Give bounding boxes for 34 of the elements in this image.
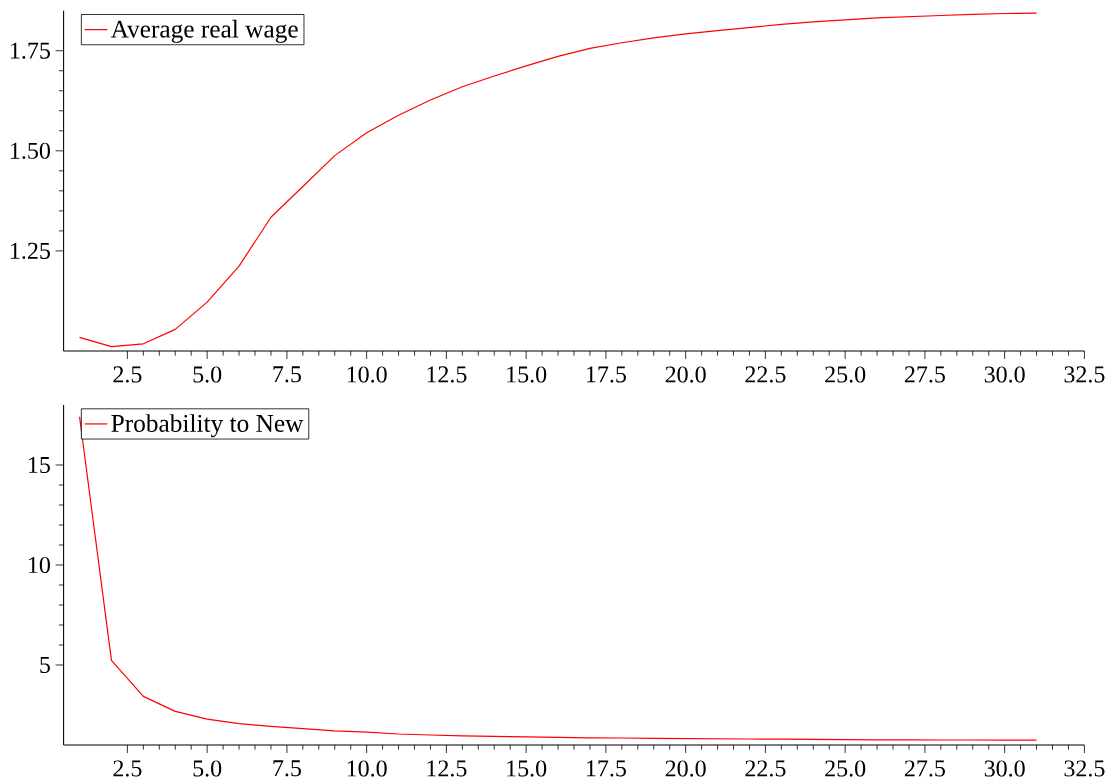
y-tick-label: 5 bbox=[40, 657, 50, 673]
x-tick-label: 20.0 bbox=[665, 760, 706, 777]
x-tick-label: 30.0 bbox=[984, 366, 1025, 383]
x-tick-label: 2.5 bbox=[113, 760, 142, 777]
x-tick-label: 20.0 bbox=[665, 366, 706, 383]
y-tick-label: 1.50 bbox=[11, 142, 50, 159]
x-tick-label: 25.0 bbox=[825, 760, 866, 777]
x-tick-label: 17.5 bbox=[587, 366, 626, 383]
x-tick-label: 7.5 bbox=[273, 366, 301, 383]
legend-label: Average real wage bbox=[110, 19, 298, 43]
x-tick-label: 25.0 bbox=[825, 366, 866, 383]
x-tick-label: 27.5 bbox=[904, 366, 945, 383]
x-tick-label: 5.0 bbox=[193, 366, 222, 383]
x-tick-label: 15.0 bbox=[507, 760, 547, 777]
y-tick-label: 1.25 bbox=[11, 242, 50, 260]
x-tick-label: 32.5 bbox=[1064, 760, 1105, 777]
x-tick-label: 2.5 bbox=[113, 366, 142, 383]
x-tick-label: 15.0 bbox=[507, 366, 547, 383]
x-tick-label: 32.5 bbox=[1064, 366, 1105, 383]
x-tick-label: 10.0 bbox=[347, 366, 387, 383]
x-tick-label: 30.0 bbox=[984, 760, 1025, 777]
legend-label: Probability to New bbox=[111, 414, 304, 438]
x-tick-label: 10.0 bbox=[347, 760, 387, 777]
x-tick-label: 22.5 bbox=[745, 366, 786, 383]
x-tick-label: 7.5 bbox=[273, 760, 301, 777]
y-tick-label: 10 bbox=[29, 556, 50, 574]
x-tick-label: 12.5 bbox=[427, 366, 467, 383]
x-tick-label: 5.0 bbox=[193, 760, 222, 777]
y-tick-label: 15 bbox=[29, 456, 50, 474]
x-tick-label: 12.5 bbox=[427, 760, 467, 777]
x-tick-label: 27.5 bbox=[904, 760, 945, 777]
y-tick-label: 1.75 bbox=[11, 42, 50, 59]
x-tick-label: 22.5 bbox=[745, 760, 786, 777]
x-tick-label: 17.5 bbox=[587, 760, 626, 777]
